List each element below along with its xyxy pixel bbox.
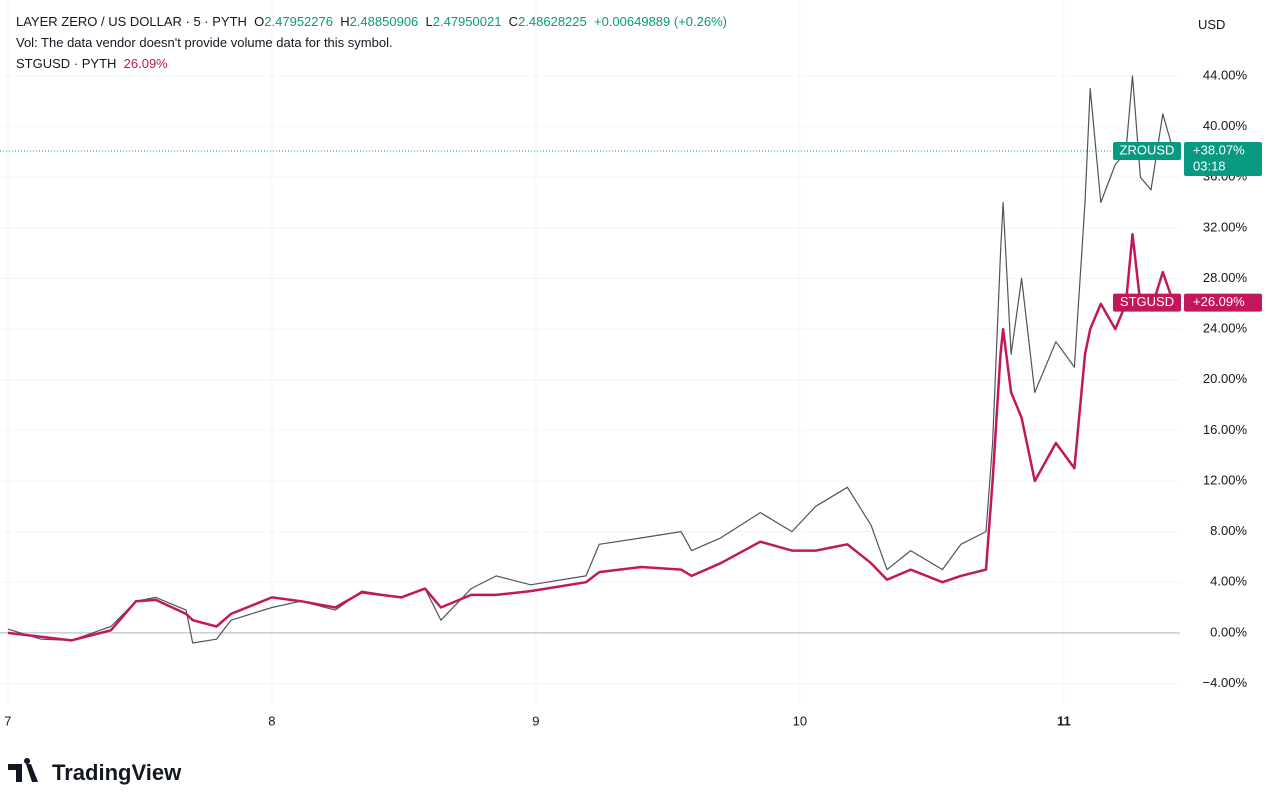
value-tag-label: +38.07% xyxy=(1193,142,1245,157)
compare-symbol: STGUSD · PYTH xyxy=(16,56,117,71)
value-tag-label: +26.09% xyxy=(1193,294,1245,309)
countdown: 03:18 xyxy=(1193,158,1226,173)
y-tick-label: 20.00% xyxy=(1203,371,1248,386)
currency: USD xyxy=(1198,17,1226,32)
y-tick-label: 0.00% xyxy=(1210,624,1247,639)
ohlc-label: L xyxy=(425,14,433,29)
symbol-tag-name: STGUSD xyxy=(1120,294,1174,309)
y-tick-label: −4.00% xyxy=(1203,675,1248,690)
y-tick-label: 8.00% xyxy=(1210,523,1247,538)
ohlc-value: 2.47952276 xyxy=(264,14,333,29)
x-tick-label: 9 xyxy=(532,713,539,728)
symbol-tag xyxy=(1113,293,1181,312)
ohlc-label: C xyxy=(508,14,519,29)
series-line xyxy=(7,232,1175,642)
y-tick-label: 16.00% xyxy=(1203,422,1248,437)
y-tick-label: 12.00% xyxy=(1203,472,1248,487)
compare-row: STGUSD · PYTH 26.09% xyxy=(16,56,168,71)
y-tick-label: 28.00% xyxy=(1203,270,1248,285)
ohlc-value: 2.48628225 xyxy=(518,14,587,29)
symbol-tag xyxy=(1113,141,1181,160)
x-tick-label: 7 xyxy=(4,713,11,728)
y-tick-label: 24.00% xyxy=(1203,321,1248,336)
ohlc-value: 2.47950021 xyxy=(432,14,502,29)
y-tick-label: 4.00% xyxy=(1210,574,1247,589)
x-tick-label: 10 xyxy=(793,713,807,728)
y-tick-label: 32.00% xyxy=(1203,219,1248,234)
value-tag xyxy=(1184,293,1262,312)
compare-value: 26.09% xyxy=(123,56,168,71)
series-line xyxy=(7,75,1174,644)
brand-logo xyxy=(8,758,38,782)
vol-note: Vol: The data vendor doesn't provide vol… xyxy=(16,35,393,50)
x-tick-label: 11 xyxy=(1057,713,1071,728)
symbol: LAYER ZERO / US DOLLAR · 5 · PYTH xyxy=(16,14,247,29)
y-tick-label: 40.00% xyxy=(1203,118,1248,133)
legend-row: LAYER ZERO / US DOLLAR · 5 · PYTH O2.479… xyxy=(16,14,727,29)
brand-name: TradingView xyxy=(52,760,182,785)
ohlc-value: 2.48850906 xyxy=(349,14,419,29)
y-tick-label: 44.00% xyxy=(1203,67,1248,82)
value-tag xyxy=(1184,141,1262,176)
ohlc-label: O xyxy=(254,14,265,29)
symbol-tag-name: ZROUSD xyxy=(1120,142,1175,157)
x-tick-label: 8 xyxy=(268,713,275,728)
plot: −4.00% 0.00% 4.00% 8.00% 12.00% 16.00% 20.00% 2… xyxy=(0,0,1262,728)
ohlc-label: H xyxy=(340,14,350,29)
change: +0.00649889 (+0.26%) xyxy=(593,14,727,29)
